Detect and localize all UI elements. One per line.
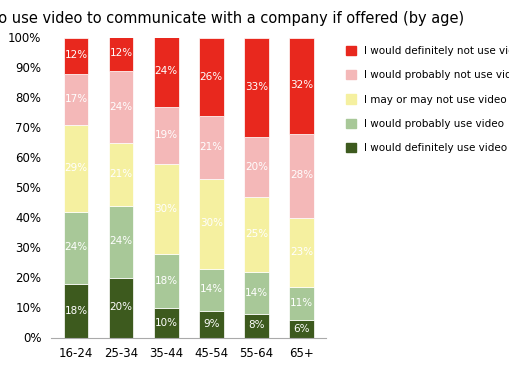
Bar	[243, 196, 268, 272]
Bar	[108, 142, 133, 206]
Bar	[153, 164, 178, 254]
Text: 11%: 11%	[289, 298, 313, 308]
Bar	[289, 134, 313, 218]
Bar	[243, 136, 268, 196]
Bar	[108, 34, 133, 70]
Text: Likelihood to use video to communicate with a company if offered (by age): Likelihood to use video to communicate w…	[0, 11, 463, 26]
Text: 17%: 17%	[64, 94, 88, 104]
Bar	[108, 70, 133, 142]
Bar	[289, 217, 313, 286]
Bar	[243, 314, 268, 338]
Text: 21%: 21%	[200, 142, 222, 152]
Bar	[64, 284, 88, 338]
Bar	[289, 320, 313, 338]
Bar	[243, 38, 268, 136]
Text: 29%: 29%	[64, 163, 88, 173]
Bar	[199, 116, 223, 178]
Text: 28%: 28%	[289, 171, 313, 180]
Text: 25%: 25%	[244, 229, 267, 239]
Text: 24%: 24%	[64, 243, 88, 252]
Text: 30%: 30%	[200, 219, 222, 228]
Bar	[108, 278, 133, 338]
Bar	[153, 308, 178, 338]
Text: 18%: 18%	[154, 276, 177, 285]
Text: 19%: 19%	[154, 130, 177, 140]
Text: 30%: 30%	[154, 204, 177, 213]
Bar	[199, 310, 223, 338]
Bar	[199, 268, 223, 310]
Bar	[289, 38, 313, 134]
Bar	[199, 178, 223, 268]
Bar	[153, 254, 178, 308]
Bar	[153, 34, 178, 106]
Text: 24%: 24%	[109, 237, 132, 246]
Text: 12%: 12%	[64, 51, 88, 60]
Text: 12%: 12%	[109, 48, 132, 57]
Text: 24%: 24%	[109, 102, 132, 111]
Bar	[289, 286, 313, 320]
Bar	[64, 124, 88, 211]
Text: 20%: 20%	[244, 162, 267, 171]
Text: 14%: 14%	[244, 288, 267, 297]
Legend: I would definitely not use video, I would probably not use video, I may or may n: I would definitely not use video, I woul…	[342, 43, 509, 156]
Text: 10%: 10%	[154, 318, 177, 327]
Bar	[64, 38, 88, 74]
Bar	[153, 106, 178, 164]
Text: 18%: 18%	[64, 306, 88, 315]
Text: 24%: 24%	[154, 66, 177, 75]
Bar	[108, 206, 133, 278]
Text: 33%: 33%	[244, 82, 267, 92]
Bar	[64, 211, 88, 284]
Bar	[199, 38, 223, 116]
Text: 6%: 6%	[293, 324, 309, 333]
Text: 23%: 23%	[289, 247, 313, 257]
Text: 14%: 14%	[200, 285, 222, 294]
Bar	[64, 74, 88, 124]
Text: 26%: 26%	[200, 72, 222, 81]
Bar	[243, 272, 268, 314]
Text: 32%: 32%	[289, 81, 313, 90]
Text: 9%: 9%	[203, 319, 219, 329]
Text: 20%: 20%	[109, 303, 132, 312]
Text: 8%: 8%	[248, 321, 264, 330]
Text: 21%: 21%	[109, 169, 132, 179]
